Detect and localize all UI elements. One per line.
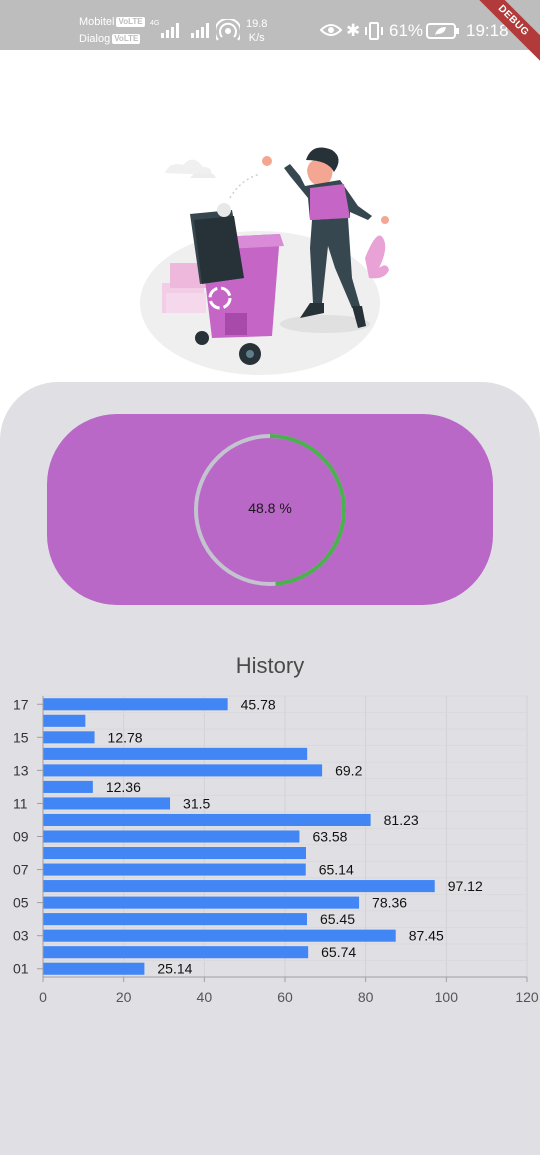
x-tick-label: 100 <box>435 989 459 1005</box>
bar <box>43 830 300 843</box>
bar <box>43 847 306 860</box>
bar <box>43 863 306 876</box>
y-tick-label: 07 <box>13 862 29 878</box>
fill-level-percent: 48.8 % <box>248 500 292 516</box>
bar <box>43 764 323 777</box>
bar-value-label: 78.36 <box>372 895 407 911</box>
hotspot-icon <box>216 19 240 41</box>
bar-value-label: 69.2 <box>335 762 362 778</box>
bar <box>43 946 309 959</box>
bar-value-label: 12.78 <box>108 729 143 745</box>
bar-value-label: 87.45 <box>409 928 444 944</box>
bluetooth-icon: ✱ <box>346 21 361 40</box>
x-tick-label: 80 <box>358 989 374 1005</box>
signal-icon <box>161 23 179 38</box>
y-tick-label: 03 <box>13 928 29 944</box>
battery-percent: 61% <box>389 21 424 40</box>
bar <box>43 747 308 760</box>
volte-badge: VoLTE <box>116 17 145 28</box>
y-tick-label: 09 <box>13 829 29 845</box>
x-tick-label: 20 <box>116 989 132 1005</box>
bar <box>43 880 435 893</box>
y-tick-label: 13 <box>13 762 29 778</box>
y-tick-label: 05 <box>13 895 29 911</box>
gauge-progress <box>269 434 346 586</box>
x-tick-label: 120 <box>515 989 539 1005</box>
volte-badge: VoLTE <box>112 34 141 45</box>
bar <box>43 929 396 942</box>
clock: 19:18 <box>466 21 509 40</box>
history-bar-chart: 25.14 65.74 87.45 65.45 78.36 97.12 65.14 63.58… <box>13 695 539 1005</box>
recycle-illustration <box>140 147 389 375</box>
y-tick-label: 01 <box>13 961 29 977</box>
bar-value-label: 31.5 <box>183 795 210 811</box>
bar-value-label: 63.58 <box>312 829 347 845</box>
eye-icon <box>320 24 342 36</box>
fill-level-card <box>47 414 493 605</box>
bar-value-label: 81.23 <box>384 812 419 828</box>
bar <box>43 962 145 975</box>
bar-value-label: 45.78 <box>241 696 276 712</box>
bar-value-label: 65.45 <box>320 911 355 927</box>
network-speed: 19.8 K/s <box>246 18 268 44</box>
status-bar: Mobitel VoLTE Dialog VoLTE 4G 19.8 K/s ✱ 61… <box>0 0 540 67</box>
history-title: History <box>235 653 305 678</box>
bar <box>43 780 93 793</box>
bar <box>43 813 371 827</box>
vibrate-icon <box>365 22 383 40</box>
bar <box>43 797 171 810</box>
y-tick-label: 11 <box>13 795 28 811</box>
x-tick-label: 60 <box>277 989 293 1005</box>
x-tick-label: 0 <box>39 989 47 1005</box>
y-tick-label: 15 <box>13 729 29 745</box>
bar <box>43 913 307 926</box>
bar <box>43 698 228 711</box>
y-tick-label: 17 <box>13 696 29 712</box>
battery-icon <box>426 23 459 39</box>
bar <box>43 896 360 909</box>
signal-icon <box>191 23 209 38</box>
bar-value-label: 97.12 <box>448 878 483 894</box>
bar <box>43 731 95 744</box>
carrier-2: Dialog VoLTE <box>79 33 141 45</box>
bar <box>43 714 86 727</box>
bar-value-label: 65.14 <box>319 862 354 878</box>
x-tick-label: 40 <box>197 989 213 1005</box>
recycle-icon <box>208 286 232 310</box>
network-type: 4G <box>150 20 160 27</box>
bar-value-label: 12.36 <box>106 779 141 795</box>
bar-value-label: 65.74 <box>321 944 356 960</box>
bar-value-label: 25.14 <box>157 961 192 977</box>
fill-level-gauge <box>194 434 346 586</box>
carrier-1: Mobitel VoLTE <box>79 16 145 28</box>
